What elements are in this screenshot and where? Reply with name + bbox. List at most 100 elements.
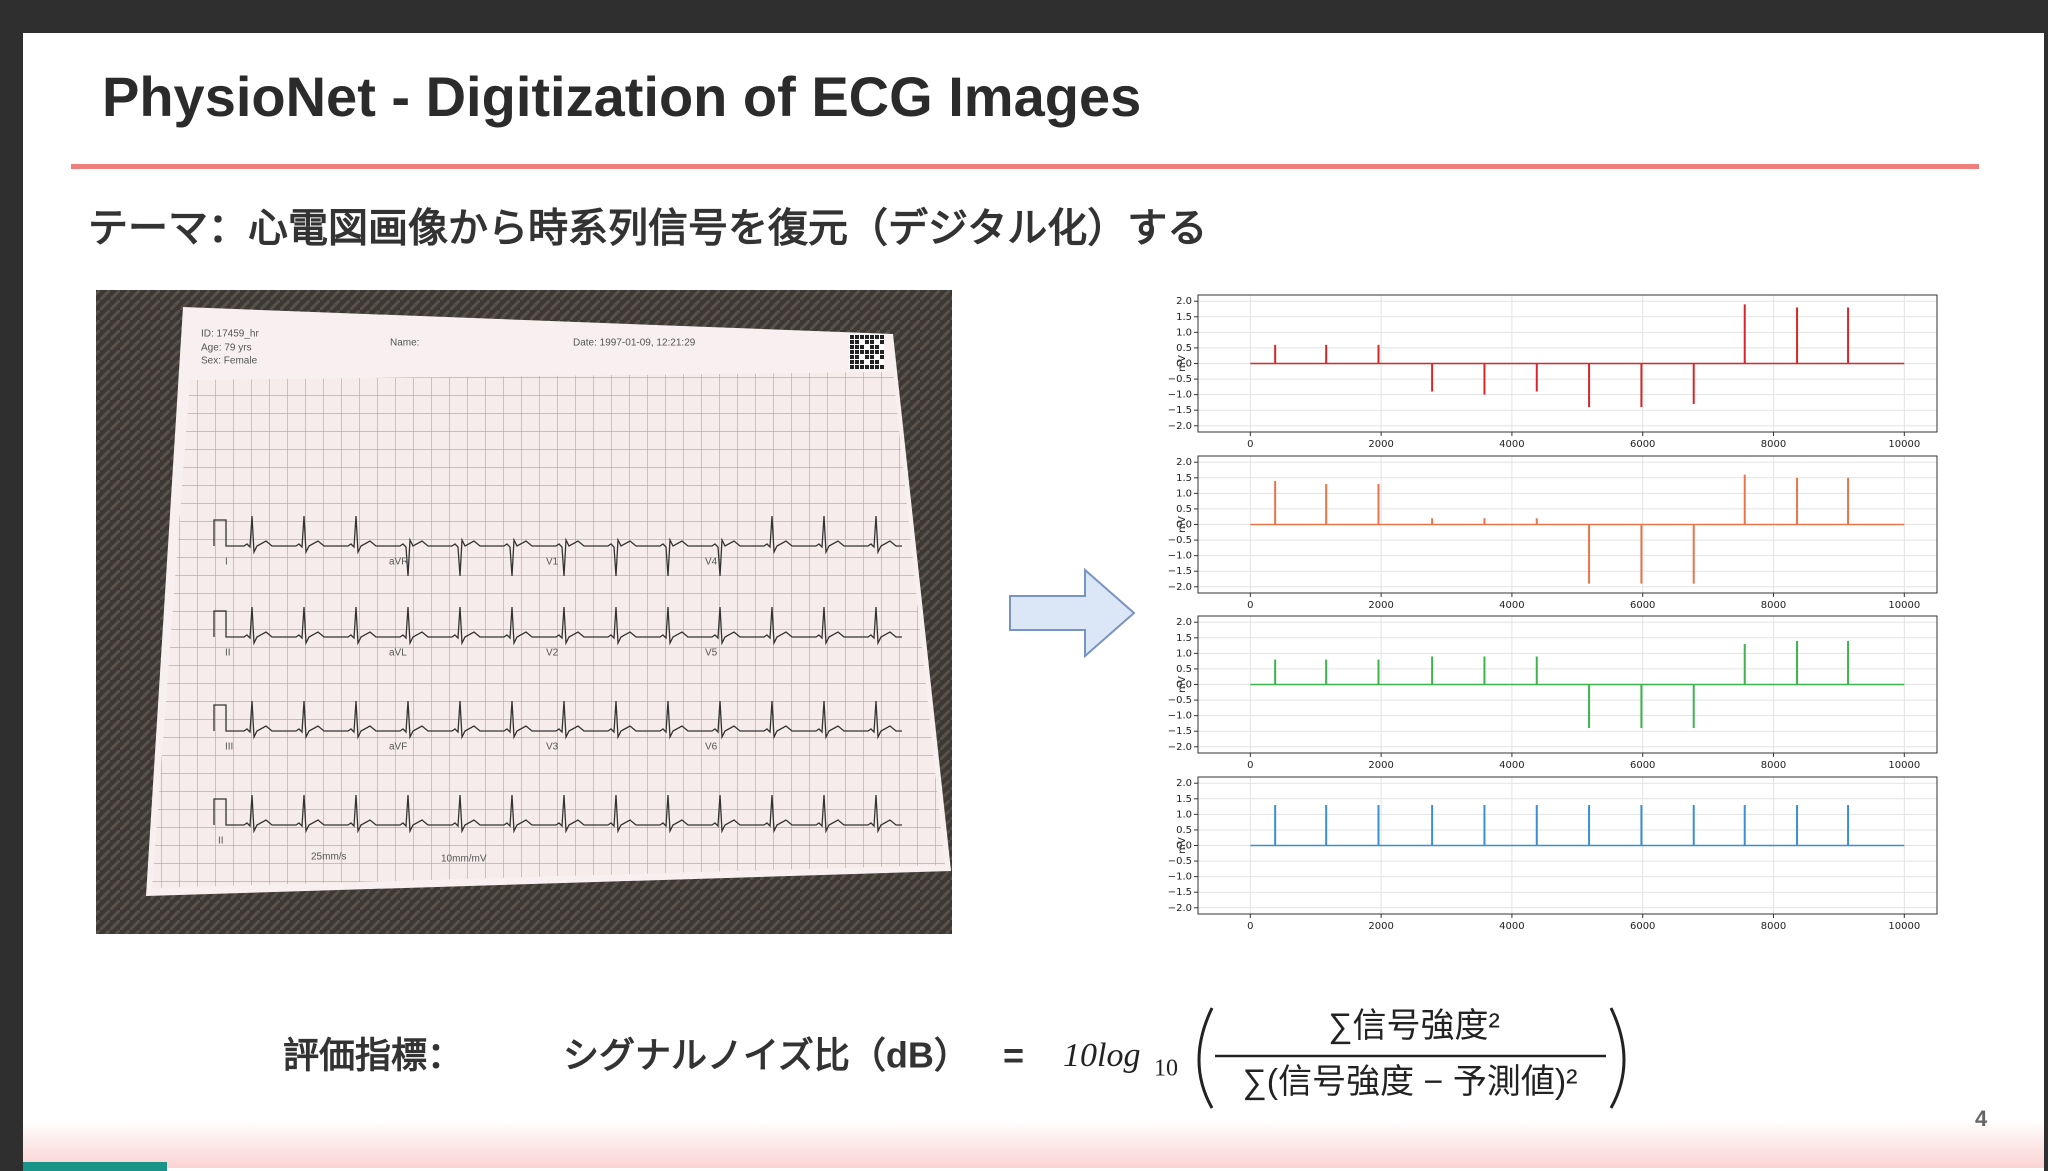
y-tick-label: 0.0: [1176, 520, 1192, 531]
qr-cell: [870, 360, 874, 364]
y-tick-label: 1.5: [1176, 312, 1192, 323]
qr-cell: [880, 365, 884, 369]
qr-cell: [860, 360, 864, 364]
qr-cell: [870, 345, 874, 349]
ecg-trace: [213, 794, 902, 834]
progress-bar: [23, 1162, 167, 1171]
qr-cell: [855, 365, 859, 369]
equals: =: [1003, 1035, 1024, 1076]
x-tick-label: 0: [1247, 921, 1253, 932]
record-date: Date: 1997-01-09, 12:21:29: [573, 338, 696, 349]
y-axis-label: mV: [1177, 676, 1188, 693]
y-tick-label: 0.5: [1176, 825, 1192, 836]
qr-cell: [855, 355, 859, 359]
qr-cell: [870, 335, 874, 339]
qr-cell: [850, 340, 854, 344]
patient-sex: Sex: Female: [201, 356, 258, 367]
qr-cell: [855, 360, 859, 364]
lead-label: I: [225, 557, 228, 568]
y-tick-label: 1.5: [1176, 633, 1192, 644]
qr-cell: [855, 340, 859, 344]
left-paren: [1197, 1007, 1214, 1109]
patient-age: Age: 79 yrs: [201, 343, 252, 354]
y-tick-label: −1.0: [1168, 872, 1192, 883]
qr-cell: [875, 360, 879, 364]
qr-cell: [870, 340, 874, 344]
ecg-trace: [213, 700, 902, 740]
qr-cell: [880, 350, 884, 354]
right-paren: [1609, 1007, 1626, 1109]
x-tick-label: 4000: [1499, 439, 1524, 450]
x-tick-label: 2000: [1368, 600, 1393, 611]
x-tick-label: 0: [1247, 760, 1253, 771]
coefficient: 10log: [1063, 1037, 1140, 1074]
x-tick-label: 2000: [1368, 439, 1393, 450]
x-tick-label: 10000: [1888, 760, 1920, 771]
lead-label: aVR: [389, 557, 408, 568]
x-tick-label: 6000: [1630, 600, 1655, 611]
y-axis-label: mV: [1177, 837, 1188, 854]
y-tick-label: −1.5: [1168, 887, 1192, 898]
x-tick-label: 8000: [1761, 439, 1786, 450]
y-tick-label: 1.0: [1176, 648, 1192, 659]
paper-speed: 25mm/s: [311, 852, 347, 863]
qr-cell: [870, 365, 874, 369]
y-tick-label: 0.5: [1176, 343, 1192, 354]
y-tick-label: 0.0: [1176, 841, 1192, 852]
qr-cell: [860, 350, 864, 354]
y-tick-label: 1.5: [1176, 794, 1192, 805]
y-tick-label: −1.5: [1168, 566, 1192, 577]
y-tick-label: 1.5: [1176, 473, 1192, 484]
metric-name: シグナルノイズ比（dB）: [563, 1035, 970, 1076]
x-tick-label: 8000: [1761, 921, 1786, 932]
x-tick-label: 4000: [1499, 600, 1524, 611]
y-tick-label: −2.0: [1168, 421, 1192, 432]
paper-grid: [152, 372, 945, 888]
qr-cell: [850, 360, 854, 364]
lead-label: V1: [546, 557, 559, 568]
x-tick-label: 4000: [1499, 760, 1524, 771]
x-tick-label: 4000: [1499, 921, 1524, 932]
x-tick-label: 6000: [1630, 921, 1655, 932]
x-tick-label: 10000: [1888, 600, 1920, 611]
lead-label: aVL: [389, 648, 407, 659]
metric-label: 評価指標：: [283, 1035, 463, 1076]
y-tick-label: −1.5: [1168, 405, 1192, 416]
patient-name: Name:: [390, 338, 419, 349]
paper-gain: 10mm/mV: [441, 854, 487, 865]
y-tick-label: 1.0: [1176, 327, 1192, 338]
y-tick-label: 1.0: [1176, 809, 1192, 820]
formula: 評価指標： シグナルノイズ比（dB） = 10log 10 ∑信号強度² ∑(信…: [283, 1007, 1626, 1109]
lead-label: V2: [546, 648, 559, 659]
lead-label: aVF: [389, 742, 407, 753]
y-tick-label: −0.5: [1168, 695, 1192, 706]
lead-label: V6: [705, 742, 718, 753]
qr-cell: [850, 345, 854, 349]
x-tick-label: 6000: [1630, 760, 1655, 771]
qr-cell: [870, 350, 874, 354]
lead-label: V3: [546, 742, 559, 753]
qr-cell: [850, 355, 854, 359]
qr-cell: [860, 345, 864, 349]
y-tick-label: 0.0: [1176, 680, 1192, 691]
y-tick-label: 2.0: [1176, 457, 1192, 468]
qr-cell: [850, 365, 854, 369]
y-tick-label: 2.0: [1176, 778, 1192, 789]
x-tick-label: 6000: [1630, 439, 1655, 450]
qr-cell: [865, 350, 869, 354]
numerator: ∑信号強度²: [1328, 1007, 1500, 1045]
qr-cell: [855, 335, 859, 339]
y-tick-label: 2.0: [1176, 296, 1192, 307]
qr-cell: [860, 335, 864, 339]
x-tick-label: 2000: [1368, 760, 1393, 771]
x-tick-label: 0: [1247, 439, 1253, 450]
y-tick-label: −2.0: [1168, 582, 1192, 593]
y-tick-label: 0.0: [1176, 359, 1192, 370]
x-tick-label: 8000: [1761, 600, 1786, 611]
axes-frame: [1197, 294, 1938, 433]
qr-cell: [850, 350, 854, 354]
qr-cell: [855, 345, 859, 349]
axes-frame: [1197, 776, 1938, 915]
